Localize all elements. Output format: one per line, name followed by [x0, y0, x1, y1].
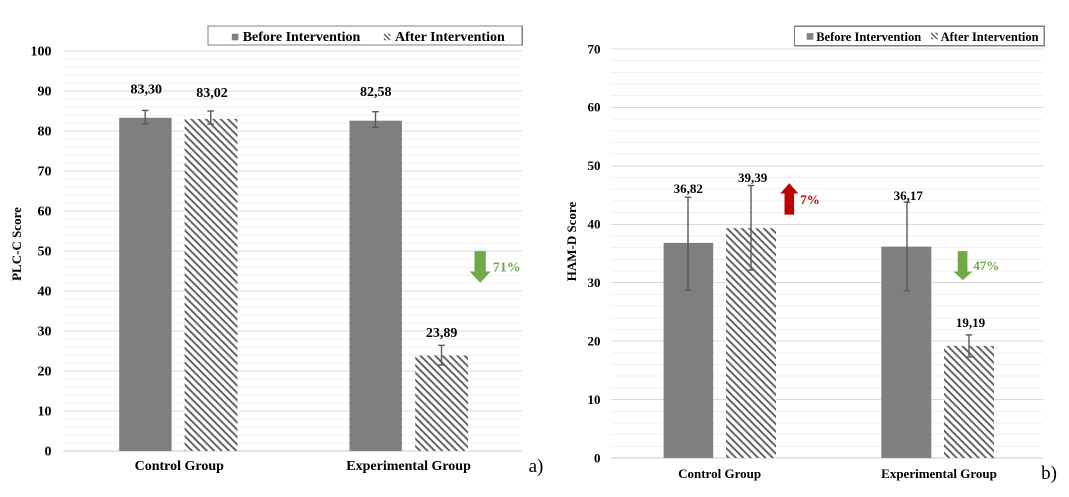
- svg-text:HAM-D Score: HAM-D Score: [564, 202, 579, 282]
- svg-text:60: 60: [38, 205, 52, 220]
- svg-text:b): b): [1041, 463, 1057, 484]
- svg-text:90: 90: [38, 85, 52, 100]
- svg-text:100: 100: [31, 45, 52, 60]
- svg-text:20: 20: [588, 333, 601, 348]
- svg-text:Before Intervention: Before Intervention: [243, 30, 361, 45]
- svg-text:82,58: 82,58: [360, 85, 392, 100]
- svg-text:10: 10: [38, 405, 52, 420]
- svg-text:Before Intervention: Before Intervention: [816, 30, 921, 44]
- svg-text:50: 50: [588, 158, 601, 173]
- svg-text:23,89: 23,89: [426, 326, 458, 341]
- svg-text:36,82: 36,82: [674, 181, 703, 196]
- svg-text:50: 50: [38, 245, 52, 260]
- svg-text:60: 60: [588, 100, 601, 115]
- svg-text:PLC-C Score: PLC-C Score: [9, 207, 24, 281]
- svg-text:20: 20: [38, 365, 52, 380]
- svg-text:80: 80: [38, 125, 52, 140]
- svg-text:39,39: 39,39: [738, 170, 768, 185]
- svg-text:0: 0: [594, 450, 601, 465]
- svg-text:a): a): [529, 456, 544, 477]
- svg-text:70: 70: [588, 41, 601, 56]
- svg-text:Control Group: Control Group: [678, 466, 761, 481]
- svg-text:70: 70: [38, 165, 52, 180]
- svg-text:83,30: 83,30: [131, 83, 163, 98]
- svg-text:40: 40: [38, 285, 52, 300]
- svg-text:19,19: 19,19: [956, 315, 986, 330]
- svg-text:71%: 71%: [493, 261, 521, 276]
- svg-text:0: 0: [45, 445, 52, 460]
- svg-text:Experimental Group: Experimental Group: [881, 466, 997, 481]
- svg-text:30: 30: [588, 275, 601, 290]
- svg-text:Control Group: Control Group: [135, 459, 225, 474]
- svg-text:30: 30: [38, 325, 52, 340]
- svg-text:After Intervention: After Intervention: [395, 30, 505, 45]
- svg-text:Experimental Group: Experimental Group: [346, 459, 471, 474]
- svg-text:40: 40: [588, 217, 601, 232]
- svg-text:83,02: 83,02: [196, 86, 228, 101]
- svg-text:10: 10: [588, 392, 601, 407]
- svg-text:After Intervention: After Intervention: [941, 30, 1039, 44]
- svg-text:47%: 47%: [973, 258, 999, 273]
- svg-text:7%: 7%: [800, 192, 820, 207]
- svg-text:36,17: 36,17: [894, 188, 924, 203]
